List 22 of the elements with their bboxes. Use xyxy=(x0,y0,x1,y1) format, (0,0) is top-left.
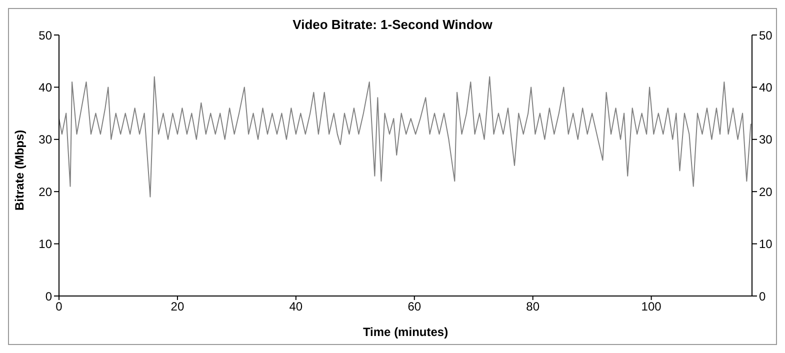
y-tick-label: 0 xyxy=(45,289,52,304)
y2-tick-label: 0 xyxy=(759,289,766,304)
y2-tick-label: 20 xyxy=(759,184,773,199)
y-tick-label: 40 xyxy=(38,80,52,94)
y-axis-title: Bitrate (Mbps) xyxy=(12,130,26,210)
x-tick-label: 100 xyxy=(641,300,662,314)
y2-tick-label: 40 xyxy=(759,80,773,94)
x-tick-label: 20 xyxy=(170,300,184,314)
x-tick-label: 60 xyxy=(408,300,422,314)
x-tick-label: 80 xyxy=(526,300,540,314)
x-axis-title: Time (minutes) xyxy=(362,325,448,339)
x-tick-label: 40 xyxy=(289,300,303,314)
y2-tick-label: 50 xyxy=(759,28,773,42)
line-series xyxy=(59,76,752,198)
y-tick-label: 10 xyxy=(38,237,52,252)
y2-tick-label: 30 xyxy=(759,132,773,147)
y-tick-label: 30 xyxy=(38,132,52,147)
x-tick-label: 0 xyxy=(56,300,63,314)
y-tick-label: 50 xyxy=(38,28,52,42)
chart-title: Video Bitrate: 1-Second Window xyxy=(292,17,492,32)
y2-tick-label: 10 xyxy=(759,237,773,252)
y-tick-label: 20 xyxy=(38,184,52,199)
